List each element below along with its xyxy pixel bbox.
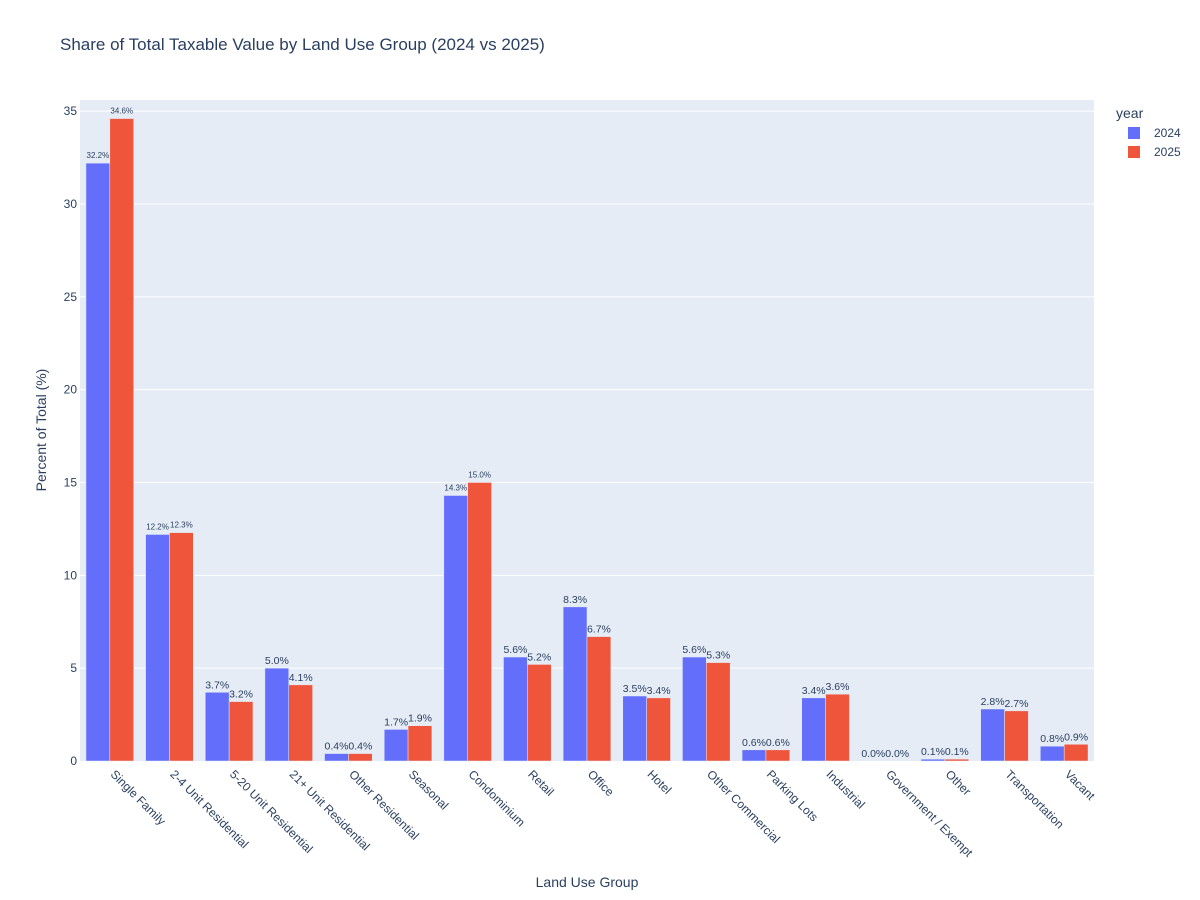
bar-2024-7: [503, 656, 528, 762]
data-label-2024-10: 5.6%: [682, 644, 706, 656]
bars: [85, 118, 1089, 762]
data-label-2025-4: 0.4%: [348, 741, 372, 753]
data-label-2025-16: 0.9%: [1064, 731, 1088, 743]
data-label-2024-7: 5.6%: [503, 644, 527, 656]
legend-title: year: [1116, 105, 1144, 121]
bar-2024-0: [85, 162, 111, 762]
bar-2024-5: [383, 729, 409, 762]
bar-2025-0: [109, 118, 134, 762]
bar-2024-1: [145, 534, 170, 762]
data-label-2025-5: 1.9%: [408, 713, 432, 725]
data-label-2025-13: 0.0%: [885, 748, 909, 760]
legend-swatch-2024[interactable]: [1128, 127, 1140, 139]
y-tick-label: 35: [64, 104, 78, 118]
data-label-2024-4: 0.4%: [325, 741, 349, 753]
data-label-2025-11: 0.6%: [766, 737, 790, 749]
data-label-2025-9: 3.4%: [647, 685, 671, 697]
data-label-2024-0: 32.2%: [87, 151, 110, 160]
bar-2024-11: [741, 749, 767, 762]
y-tick-label: 25: [64, 290, 78, 304]
data-label-2024-11: 0.6%: [742, 737, 766, 749]
bar-2024-16: [1040, 745, 1065, 762]
bar-2024-14: [920, 758, 946, 762]
bar-2024-8: [562, 606, 588, 762]
bar-2024-6: [443, 495, 468, 762]
bar-2025-8: [586, 636, 612, 762]
data-label-2025-6: 15.0%: [468, 470, 491, 479]
bar-2025-6: [467, 482, 492, 762]
bar-2024-10: [682, 656, 707, 762]
data-label-2025-3: 4.1%: [289, 672, 313, 684]
y-axis-title: Percent of Total (%): [33, 369, 49, 492]
bar-2025-4: [348, 753, 373, 762]
bar-2024-9: [622, 695, 647, 762]
data-label-2025-15: 2.7%: [1004, 698, 1028, 710]
bar-2025-1: [169, 532, 194, 762]
y-tick-label: 20: [64, 383, 78, 397]
y-tick-label: 30: [64, 197, 78, 211]
data-label-2025-2: 3.2%: [229, 689, 253, 701]
bar-2024-4: [324, 753, 349, 762]
data-label-2024-5: 1.7%: [384, 716, 408, 728]
bar-2025-10: [706, 662, 731, 762]
y-tick-label: 5: [70, 661, 77, 675]
data-label-2025-10: 5.3%: [706, 650, 730, 662]
bar-2024-12: [801, 697, 826, 762]
data-label-2025-0: 34.6%: [110, 107, 133, 116]
data-label-2024-14: 0.1%: [921, 746, 945, 758]
data-label-2025-1: 12.3%: [170, 521, 193, 530]
bar-2025-2: [228, 701, 254, 762]
grid-lines: [80, 110, 1094, 669]
legend-label-2024[interactable]: 2024: [1154, 126, 1181, 140]
chart-title: Share of Total Taxable Value by Land Use…: [60, 35, 545, 54]
data-label-2025-12: 3.6%: [826, 681, 850, 693]
bar-2024-2: [205, 692, 230, 762]
x-axis-title: Land Use Group: [536, 874, 639, 890]
bar-2025-7: [527, 664, 552, 762]
legend-label-2025[interactable]: 2025: [1154, 145, 1181, 159]
y-axis: 0 5 10 15 20 25 30 35: [64, 104, 78, 768]
bar-2024-15: [980, 708, 1005, 762]
data-label-2024-6: 14.3%: [444, 483, 467, 492]
data-label-2025-14: 0.1%: [945, 746, 969, 758]
data-label-2024-9: 3.5%: [623, 683, 647, 695]
bar-2025-15: [1004, 710, 1029, 762]
legend: year 2024 2025: [1116, 105, 1181, 159]
bar-2025-11: [765, 749, 791, 762]
y-tick-label: 15: [64, 475, 78, 489]
data-label-2024-1: 12.2%: [146, 522, 169, 531]
data-label-2024-15: 2.8%: [981, 696, 1005, 708]
legend-swatch-2025[interactable]: [1128, 146, 1140, 158]
data-label-2024-8: 8.3%: [563, 594, 587, 606]
data-label-2025-7: 5.2%: [527, 651, 551, 663]
bar-2025-14: [944, 758, 969, 762]
data-label-2024-16: 0.8%: [1040, 733, 1064, 745]
data-label-2025-8: 6.7%: [587, 624, 611, 636]
bar-2025-5: [407, 725, 433, 762]
data-labels: 32.2% 34.6% 12.2% 12.3% 3.7%3.2% 5.0%4.1% 0.4%…: [87, 107, 1089, 760]
bar-2025-12: [825, 693, 850, 762]
y-tick-label: 10: [64, 568, 78, 582]
data-label-2024-2: 3.7%: [205, 679, 229, 691]
y-tick-label: 0: [70, 754, 77, 768]
bar-2025-3: [288, 684, 313, 762]
bar-2025-16: [1063, 744, 1089, 762]
data-label-2024-12: 3.4%: [802, 685, 826, 697]
bar-2024-3: [264, 667, 290, 762]
bar-2025-9: [646, 697, 671, 762]
data-label-2024-13: 0.0%: [861, 748, 885, 760]
data-label-2024-3: 5.0%: [265, 655, 289, 667]
